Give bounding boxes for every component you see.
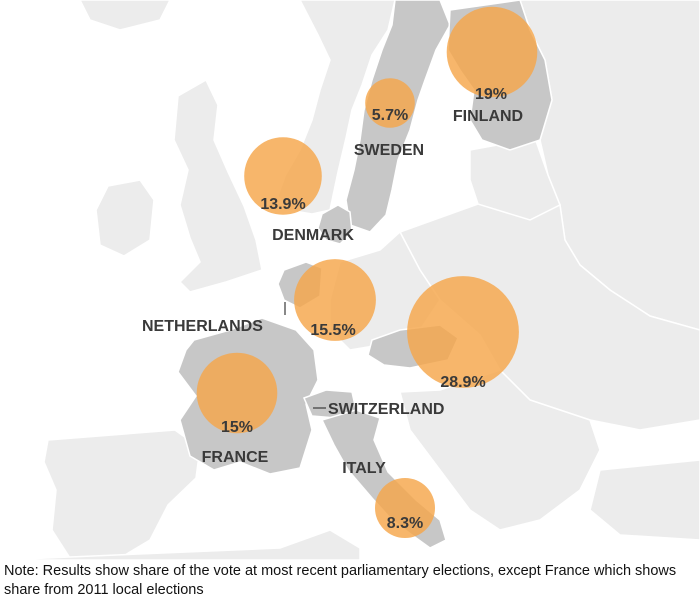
bubble-france: [196, 352, 278, 434]
value-label-italy: 8.3%: [387, 515, 423, 532]
bubble-finland: [446, 6, 538, 98]
base-land: [0, 0, 700, 561]
land-great-britain: [173, 78, 263, 293]
value-label-netherlands: 15.5%: [310, 322, 355, 339]
land-northwest: [79, 0, 171, 31]
country-label-denmark: DENMARK: [272, 227, 354, 244]
value-label-denmark: 13.9%: [260, 196, 305, 213]
country-label-finland: FINLAND: [453, 108, 523, 125]
value-label-sweden: 5.7%: [372, 107, 408, 124]
value-label-austria: 28.9%: [440, 374, 485, 391]
labels: 19% FINLAND 5.7% SWEDEN 13.9% DENMARK 15…: [142, 86, 523, 532]
bubble-austria: [407, 276, 519, 388]
country-label-switzerland: SWITZERLAND: [328, 401, 444, 418]
footnote: Note: Results show share of the vote at …: [4, 563, 677, 598]
country-label-sweden: SWEDEN: [354, 142, 424, 159]
map-canvas: 19% FINLAND 5.7% SWEDEN 13.9% DENMARK 15…: [0, 0, 700, 561]
bubbles: [196, 6, 538, 538]
bubble-netherlands: [294, 259, 376, 341]
bubble-italy: [375, 478, 435, 538]
value-label-finland: 19%: [475, 86, 507, 103]
country-label-italy: ITALY: [342, 460, 386, 477]
land-denmark: [317, 204, 353, 245]
europe-map: 19% FINLAND 5.7% SWEDEN 13.9% DENMARK 15…: [0, 0, 700, 561]
bubble-sweden: [365, 78, 415, 128]
land-ireland: [95, 179, 155, 257]
country-label-netherlands: NETHERLANDS: [142, 318, 263, 335]
value-label-france: 15%: [221, 419, 253, 436]
country-label-france: FRANCE: [202, 449, 269, 466]
bubble-denmark: [244, 137, 322, 215]
land-turkey: [589, 459, 700, 541]
leader-lines: [284, 302, 326, 409]
